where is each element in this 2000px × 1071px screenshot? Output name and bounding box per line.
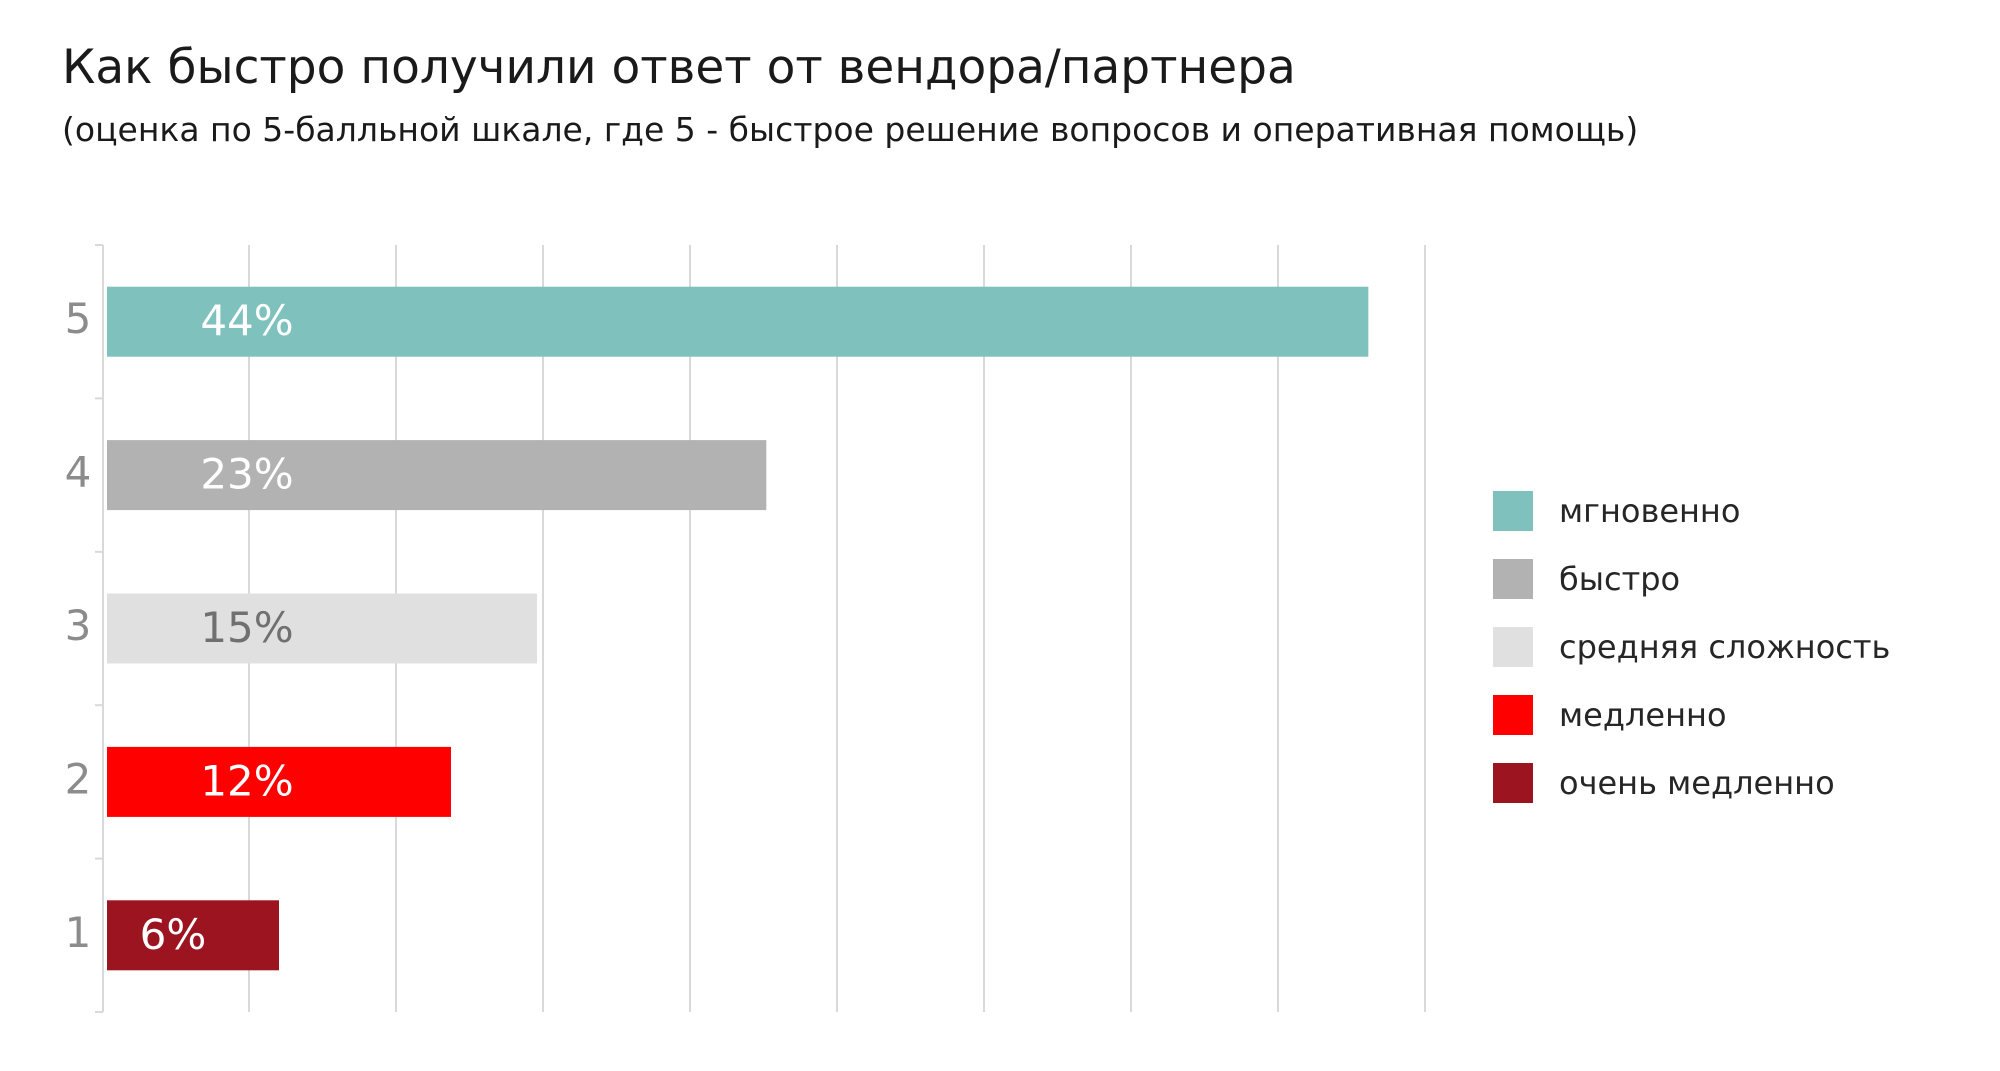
bar-3 <box>107 593 537 664</box>
y-tick-label: 2 <box>65 754 92 803</box>
y-tick-label: 1 <box>65 908 92 957</box>
chart-subtitle: (оценка по 5-балльной шкале, где 5 - быс… <box>62 110 1639 149</box>
data-label: 12% <box>200 756 293 805</box>
legend-item-medium: средняя сложность <box>1493 613 1890 681</box>
data-label: 23% <box>200 450 293 499</box>
legend-label: быстро <box>1559 560 1681 598</box>
legend-label: мгновенно <box>1559 492 1741 530</box>
y-tick-label: 3 <box>65 601 92 650</box>
y-tick-label: 5 <box>65 294 92 343</box>
legend-label: очень медленно <box>1559 764 1835 802</box>
legend-swatch <box>1493 763 1533 803</box>
data-label: 44% <box>200 296 293 345</box>
legend-swatch <box>1493 491 1533 531</box>
legend: мгновенно быстро средняя сложность медле… <box>1493 477 1890 817</box>
bar-2 <box>107 746 451 817</box>
bar-1 <box>107 900 279 971</box>
legend-item-slow: медленно <box>1493 681 1890 749</box>
data-label: 15% <box>200 603 293 652</box>
y-tick-label: 4 <box>65 448 92 497</box>
bar-4 <box>107 440 767 511</box>
legend-swatch <box>1493 559 1533 599</box>
bar-5 <box>107 286 1369 357</box>
legend-label: средняя сложность <box>1559 628 1891 666</box>
legend-item-very-slow: очень медленно <box>1493 749 1890 817</box>
legend-item-instant: мгновенно <box>1493 477 1890 545</box>
legend-swatch <box>1493 627 1533 667</box>
chart-title: Как быстро получили ответ от вендора/пар… <box>62 40 1296 95</box>
legend-item-fast: быстро <box>1493 545 1890 613</box>
legend-label: медленно <box>1559 696 1727 734</box>
legend-swatch <box>1493 695 1533 735</box>
data-label: 6% <box>140 910 207 959</box>
